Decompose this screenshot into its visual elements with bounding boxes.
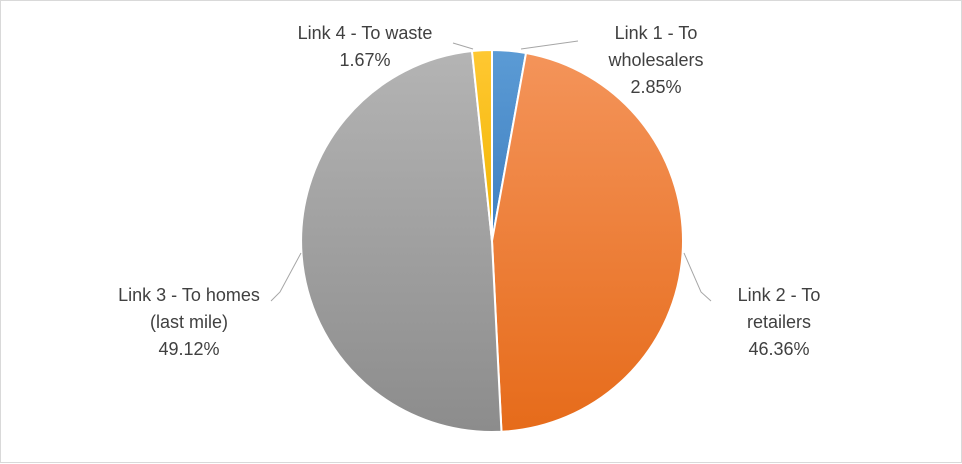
slices-layer — [300, 48, 684, 433]
leader-lines — [270, 40, 712, 302]
data-label-percent: 2.85% — [630, 77, 681, 97]
pie-slice-2 — [490, 51, 684, 433]
data-label-percent: 46.36% — [748, 339, 809, 359]
data-label-name: wholesalers — [607, 50, 703, 70]
data-label-name: Link 2 - To — [738, 285, 821, 305]
pie-slice-4 — [470, 48, 493, 242]
leader-line-2 — [683, 252, 712, 302]
pie-slice-3 — [300, 49, 503, 433]
data-label-name: (last mile) — [150, 312, 228, 332]
leader-line-1 — [520, 40, 579, 50]
data-label-1: Link 1 - To wholesalers 2.85% — [607, 23, 703, 97]
data-label-name: Link 1 - To — [615, 23, 698, 43]
data-label-name: Link 4 - To waste — [298, 23, 433, 43]
data-labels: Link 1 - To wholesalers 2.85% Link 2 - To re… — [118, 23, 820, 359]
data-label-2: Link 2 - To retailers 46.36% — [738, 285, 821, 359]
data-label-percent: 1.67% — [339, 50, 390, 70]
leader-line-4 — [452, 42, 474, 50]
data-label-name: Link 3 - To homes — [118, 285, 260, 305]
data-label-4: Link 4 - To waste 1.67% — [298, 23, 433, 70]
leader-line-3 — [270, 252, 302, 302]
data-label-3: Link 3 - To homes (last mile) 49.12% — [118, 285, 260, 359]
data-label-percent: 49.12% — [158, 339, 219, 359]
data-label-name: retailers — [747, 312, 811, 332]
